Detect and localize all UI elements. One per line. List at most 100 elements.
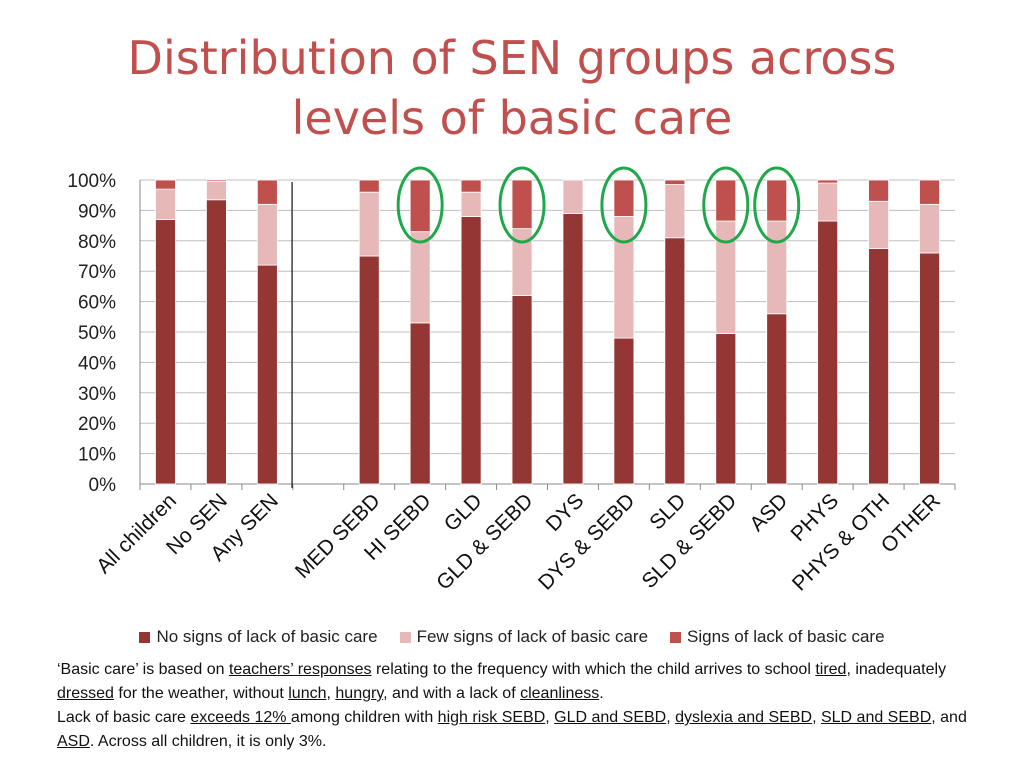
bar-segment-signs — [511, 179, 533, 230]
chart-legend: No signs of lack of basic care Few signs… — [0, 627, 1024, 647]
title-line-1: Distribution of SEN groups across — [127, 31, 897, 85]
note-segment: , and — [931, 709, 967, 726]
bar-segment-signs — [613, 179, 635, 217]
x-tick-label: DYS — [542, 489, 589, 536]
x-tick-label: MED SEBD — [291, 489, 385, 583]
y-tick-label: 10% — [78, 445, 116, 466]
x-tick-label: GLD — [440, 489, 487, 536]
bar-segment-signs — [358, 179, 380, 193]
bar-segment-no-signs — [562, 213, 584, 485]
x-tick-label: SLD — [645, 489, 690, 534]
bar-segment-no-signs — [256, 264, 278, 485]
bar-segment-few-signs — [613, 216, 635, 339]
bar-segment-signs — [155, 179, 176, 190]
bar-segment-signs — [664, 179, 686, 185]
bar-segment-signs — [256, 179, 278, 205]
bar-segment-few-signs — [766, 220, 788, 315]
y-tick-label: 80% — [78, 232, 116, 253]
bar-segment-no-signs — [155, 219, 176, 485]
bar-segment-few-signs — [919, 203, 940, 254]
legend-swatch-signs — [670, 631, 682, 643]
bar-segment-few-signs — [256, 203, 278, 266]
bar-segment-few-signs — [409, 231, 431, 324]
note-segment: . Across all children, it is only 3%. — [89, 733, 327, 750]
legend-swatch-none — [139, 631, 151, 643]
bar-segment-no-signs — [919, 252, 940, 485]
bar-segment-signs — [817, 179, 839, 184]
note-segment: high risk SEBD — [437, 709, 546, 726]
bar-segment-signs — [409, 179, 431, 233]
note-segment: hungry — [335, 685, 384, 702]
highlight-circle — [396, 166, 444, 244]
y-tick-label: 100% — [67, 171, 116, 192]
note-segment: ‘Basic care’ is based on — [57, 661, 229, 678]
bar-segment-few-signs — [460, 191, 482, 217]
note-segment: Lack of basic care — [57, 709, 191, 726]
bar-segment-no-signs — [613, 337, 635, 485]
bar-segment-few-signs — [868, 200, 889, 249]
legend-item-signs: Signs of lack of basic care — [670, 627, 885, 647]
bar-segment-no-signs — [664, 237, 686, 485]
note-segment: , — [812, 709, 821, 726]
note-segment: exceeds 12% — [190, 709, 291, 726]
note-segment: tired — [815, 661, 847, 678]
note-segment: dyslexia and SEBD — [675, 709, 813, 726]
bar-segment-no-signs — [358, 255, 380, 485]
bar-segment-signs — [766, 179, 788, 222]
bar-segment-signs — [715, 179, 737, 222]
stacked-bar-chart: 0% 10% 20% 30% 40% 50% 60% 70% 80% 90% 100% All chi… — [67, 166, 956, 595]
note-segment: among children with — [290, 709, 438, 726]
y-tick-label: 50% — [78, 323, 116, 344]
legend-item-none: No signs of lack of basic care — [139, 627, 378, 647]
note-segment: , inadequately — [846, 661, 947, 678]
bar-segment-few-signs — [715, 220, 737, 334]
bar-segment-no-signs — [511, 295, 533, 485]
highlight-circle — [600, 166, 648, 244]
x-tick-label: ASD — [745, 489, 792, 536]
bar-segment-few-signs — [817, 182, 839, 222]
bar-segment-no-signs — [460, 216, 482, 485]
note-segment: GLD and SEBD — [554, 709, 667, 726]
legend-label-none: No signs of lack of basic care — [156, 627, 378, 646]
highlight-circle — [498, 166, 546, 244]
bar-segment-signs — [206, 179, 227, 182]
highlight-circle — [753, 166, 801, 244]
y-tick-label: 40% — [78, 353, 116, 374]
note-segment: , — [666, 709, 676, 726]
bar-segment-few-signs — [664, 184, 686, 239]
legend-label-few: Few signs of lack of basic care — [416, 627, 649, 646]
note-segment: relating to the frequency with which the… — [371, 661, 816, 678]
bar-segment-few-signs — [358, 191, 380, 257]
bar-segment-signs — [919, 179, 940, 205]
bar-segment-signs — [868, 179, 889, 202]
bar-segment-few-signs — [155, 188, 176, 220]
legend-item-few: Few signs of lack of basic care — [399, 627, 649, 647]
note-segment: ASD — [57, 733, 90, 750]
note-segment: , — [326, 685, 336, 702]
bar-segment-no-signs — [868, 247, 889, 485]
highlight-circle — [702, 166, 750, 244]
note-segment: , — [545, 709, 555, 726]
legend-swatch-few — [399, 631, 411, 643]
y-tick-label: 30% — [78, 384, 116, 405]
note-segment: lunch — [288, 685, 327, 702]
bar-segment-no-signs — [766, 313, 788, 485]
bar-segment-few-signs — [562, 179, 584, 214]
note-segment: SLD and SEBD — [820, 709, 932, 726]
y-tick-label: 60% — [78, 293, 116, 314]
note-segment: teachers’ responses — [228, 661, 372, 678]
bar-segment-no-signs — [817, 220, 839, 485]
legend-label-signs: Signs of lack of basic care — [687, 627, 885, 646]
y-tick-label: 0% — [89, 475, 117, 496]
footnotes: ‘Basic care’ is based on teachers’ respo… — [57, 658, 987, 754]
footnote-key-finding: Lack of basic care exceeds 12% among chi… — [57, 706, 987, 754]
note-segment: for the weather, without — [113, 685, 289, 702]
y-tick-label: 70% — [78, 262, 116, 283]
footnote-basic-care-definition: ‘Basic care’ is based on teachers’ respo… — [57, 658, 987, 706]
x-tick-label: All children — [92, 489, 181, 578]
note-segment: . — [599, 685, 604, 702]
bar-segment-no-signs — [715, 333, 737, 485]
title-line-2: levels of basic care — [291, 91, 733, 145]
y-tick-label: 20% — [78, 414, 116, 435]
bar-segment-no-signs — [409, 322, 431, 485]
